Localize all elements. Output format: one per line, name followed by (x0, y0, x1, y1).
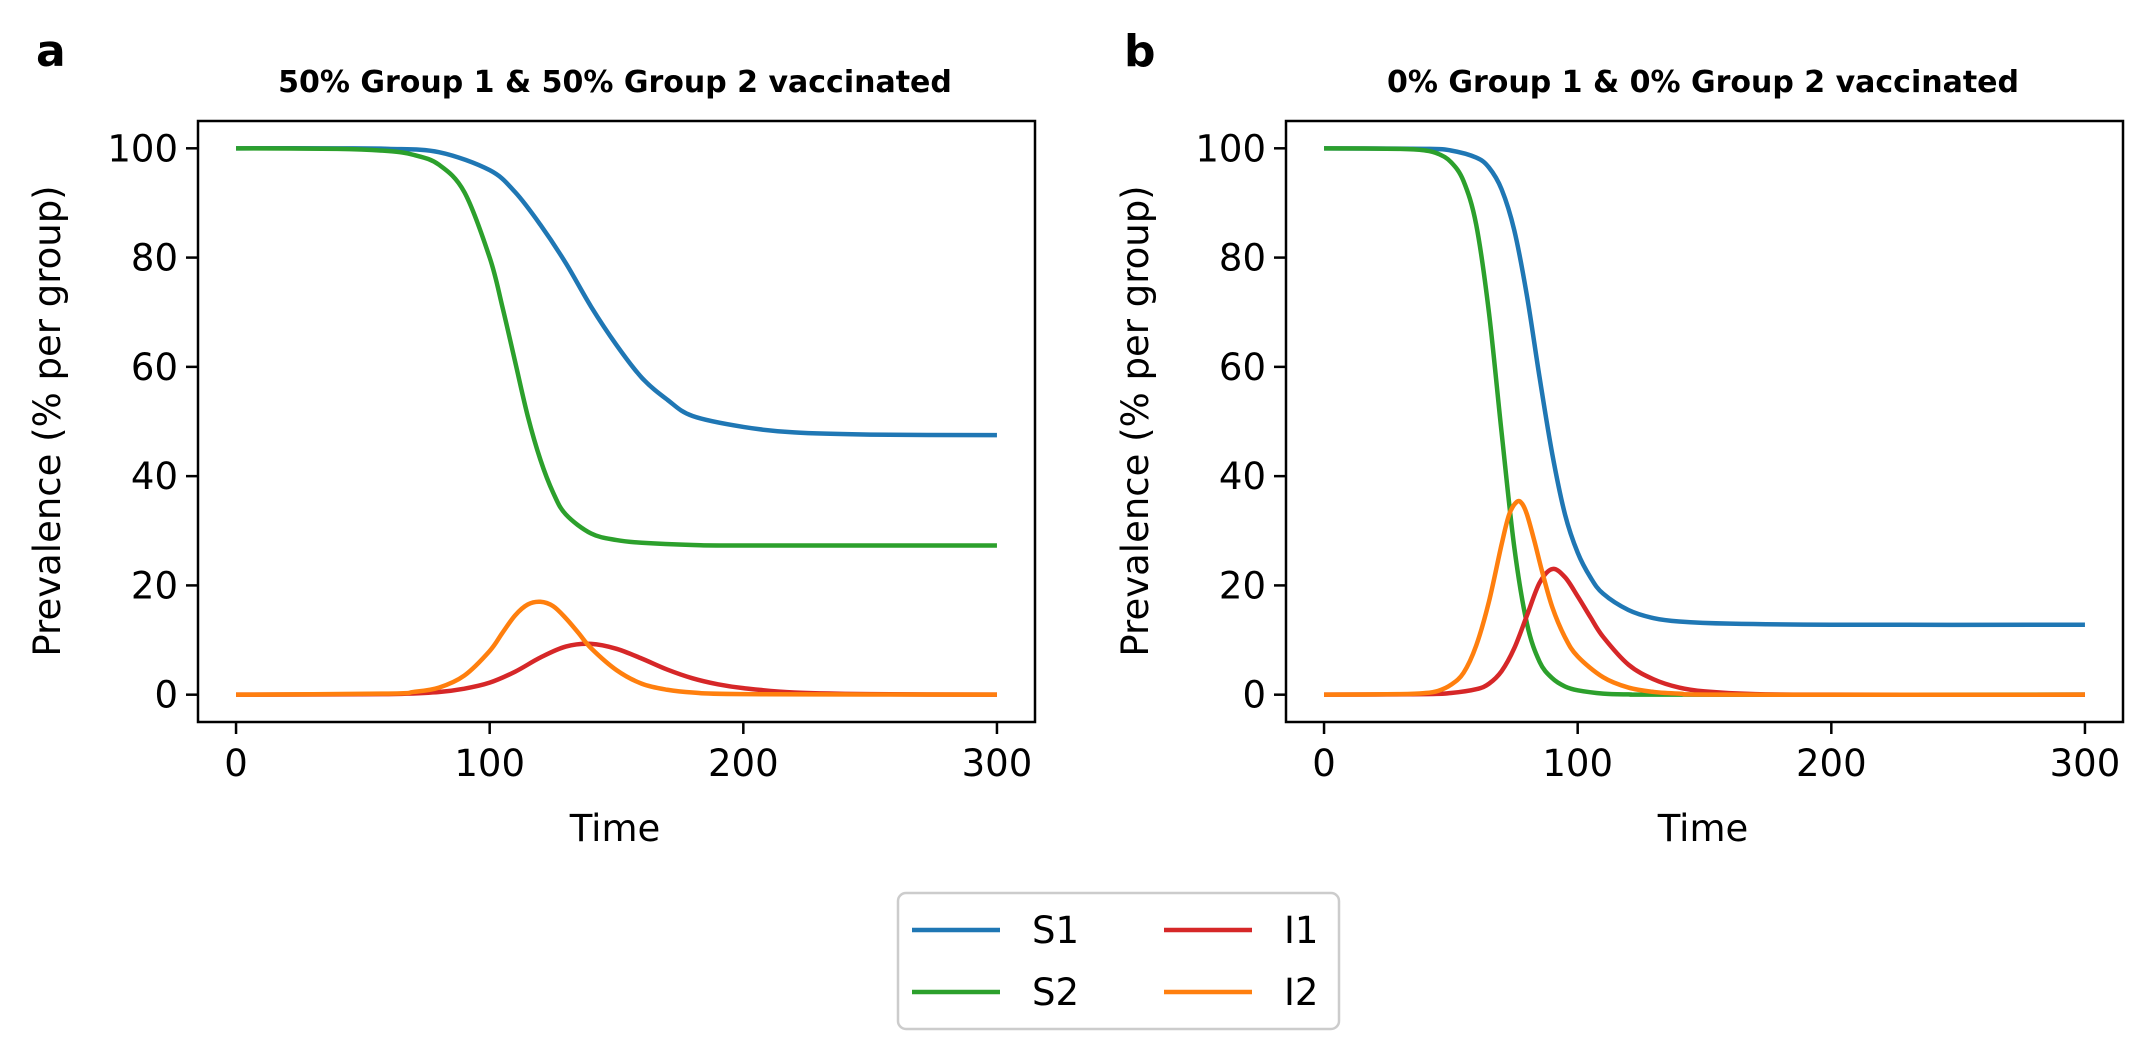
panel-letter-a: a (36, 26, 66, 77)
legend-entry-i1: I1 (1164, 909, 1318, 952)
y-tick-label: 20 (1219, 564, 1266, 607)
panel-a-ticks: 0 100 200 300 0 20 40 60 80 100 (107, 127, 1032, 785)
series-line-s2 (1324, 146, 2085, 697)
panel-a-ylabel: Prevalence (% per group) (26, 185, 69, 656)
panel-a: a 50% Group 1 & 50% Group 2 vaccinated 0… (26, 26, 1037, 850)
y-tick-label: 20 (131, 564, 178, 607)
y-tick-label: 100 (1195, 127, 1266, 170)
y-tick-label: 0 (1242, 674, 1266, 717)
x-tick-label: 200 (708, 742, 779, 785)
legend-label-i2: I2 (1284, 971, 1318, 1014)
x-tick-label: 300 (962, 742, 1033, 785)
y-tick-label: 0 (154, 674, 178, 717)
legend-box (896, 891, 1341, 1031)
legend-entry-i2: I2 (1164, 971, 1318, 1014)
panel-b-frame (1284, 119, 2125, 724)
legend-entry-s2: S2 (912, 971, 1079, 1014)
series-line-s1 (236, 146, 997, 438)
panel-a-title: 50% Group 1 & 50% Group 2 vaccinated (278, 65, 952, 100)
series-line-i1 (236, 641, 997, 697)
legend-label-i1: I1 (1284, 909, 1318, 952)
x-tick-label: 200 (1796, 742, 1867, 785)
y-tick-label: 60 (131, 346, 178, 389)
legend-label-s1: S1 (1032, 909, 1079, 952)
panel-letter-b: b (1124, 26, 1156, 77)
panel-a-frame (196, 119, 1037, 724)
y-tick-label: 80 (131, 237, 178, 280)
y-tick-label: 100 (107, 127, 178, 170)
legend: S1 S2 I1 I2 (896, 891, 1341, 1031)
x-tick-label: 100 (454, 742, 525, 785)
series-line-i2 (236, 599, 997, 697)
panel-b-ylabel: Prevalence (% per group) (1114, 185, 1157, 656)
x-tick-label: 0 (1312, 742, 1336, 785)
y-tick-label: 40 (1219, 455, 1266, 498)
y-tick-label: 80 (1219, 237, 1266, 280)
series-line-s2 (236, 146, 997, 548)
panel-b-lines (1324, 146, 2085, 698)
panel-a-lines (236, 146, 997, 697)
series-line-i1 (1324, 566, 2085, 697)
panel-a-xlabel: Time (569, 807, 661, 850)
panel-b-title: 0% Group 1 & 0% Group 2 vaccinated (1387, 65, 2019, 100)
x-tick-label: 0 (224, 742, 248, 785)
x-tick-label: 100 (1542, 742, 1613, 785)
panel-b: b 0% Group 1 & 0% Group 2 vaccinated 0 10… (1114, 26, 2125, 850)
panel-b-xlabel: Time (1657, 807, 1749, 850)
x-tick-label: 300 (2050, 742, 2121, 785)
legend-entry-s1: S1 (912, 909, 1079, 952)
legend-label-s2: S2 (1032, 971, 1079, 1014)
y-tick-label: 40 (131, 455, 178, 498)
panel-b-ticks: 0 100 200 300 0 20 40 60 80 100 (1195, 127, 2120, 785)
series-line-i2 (1324, 498, 2085, 698)
y-tick-label: 60 (1219, 346, 1266, 389)
series-line-s1 (1324, 146, 2085, 628)
